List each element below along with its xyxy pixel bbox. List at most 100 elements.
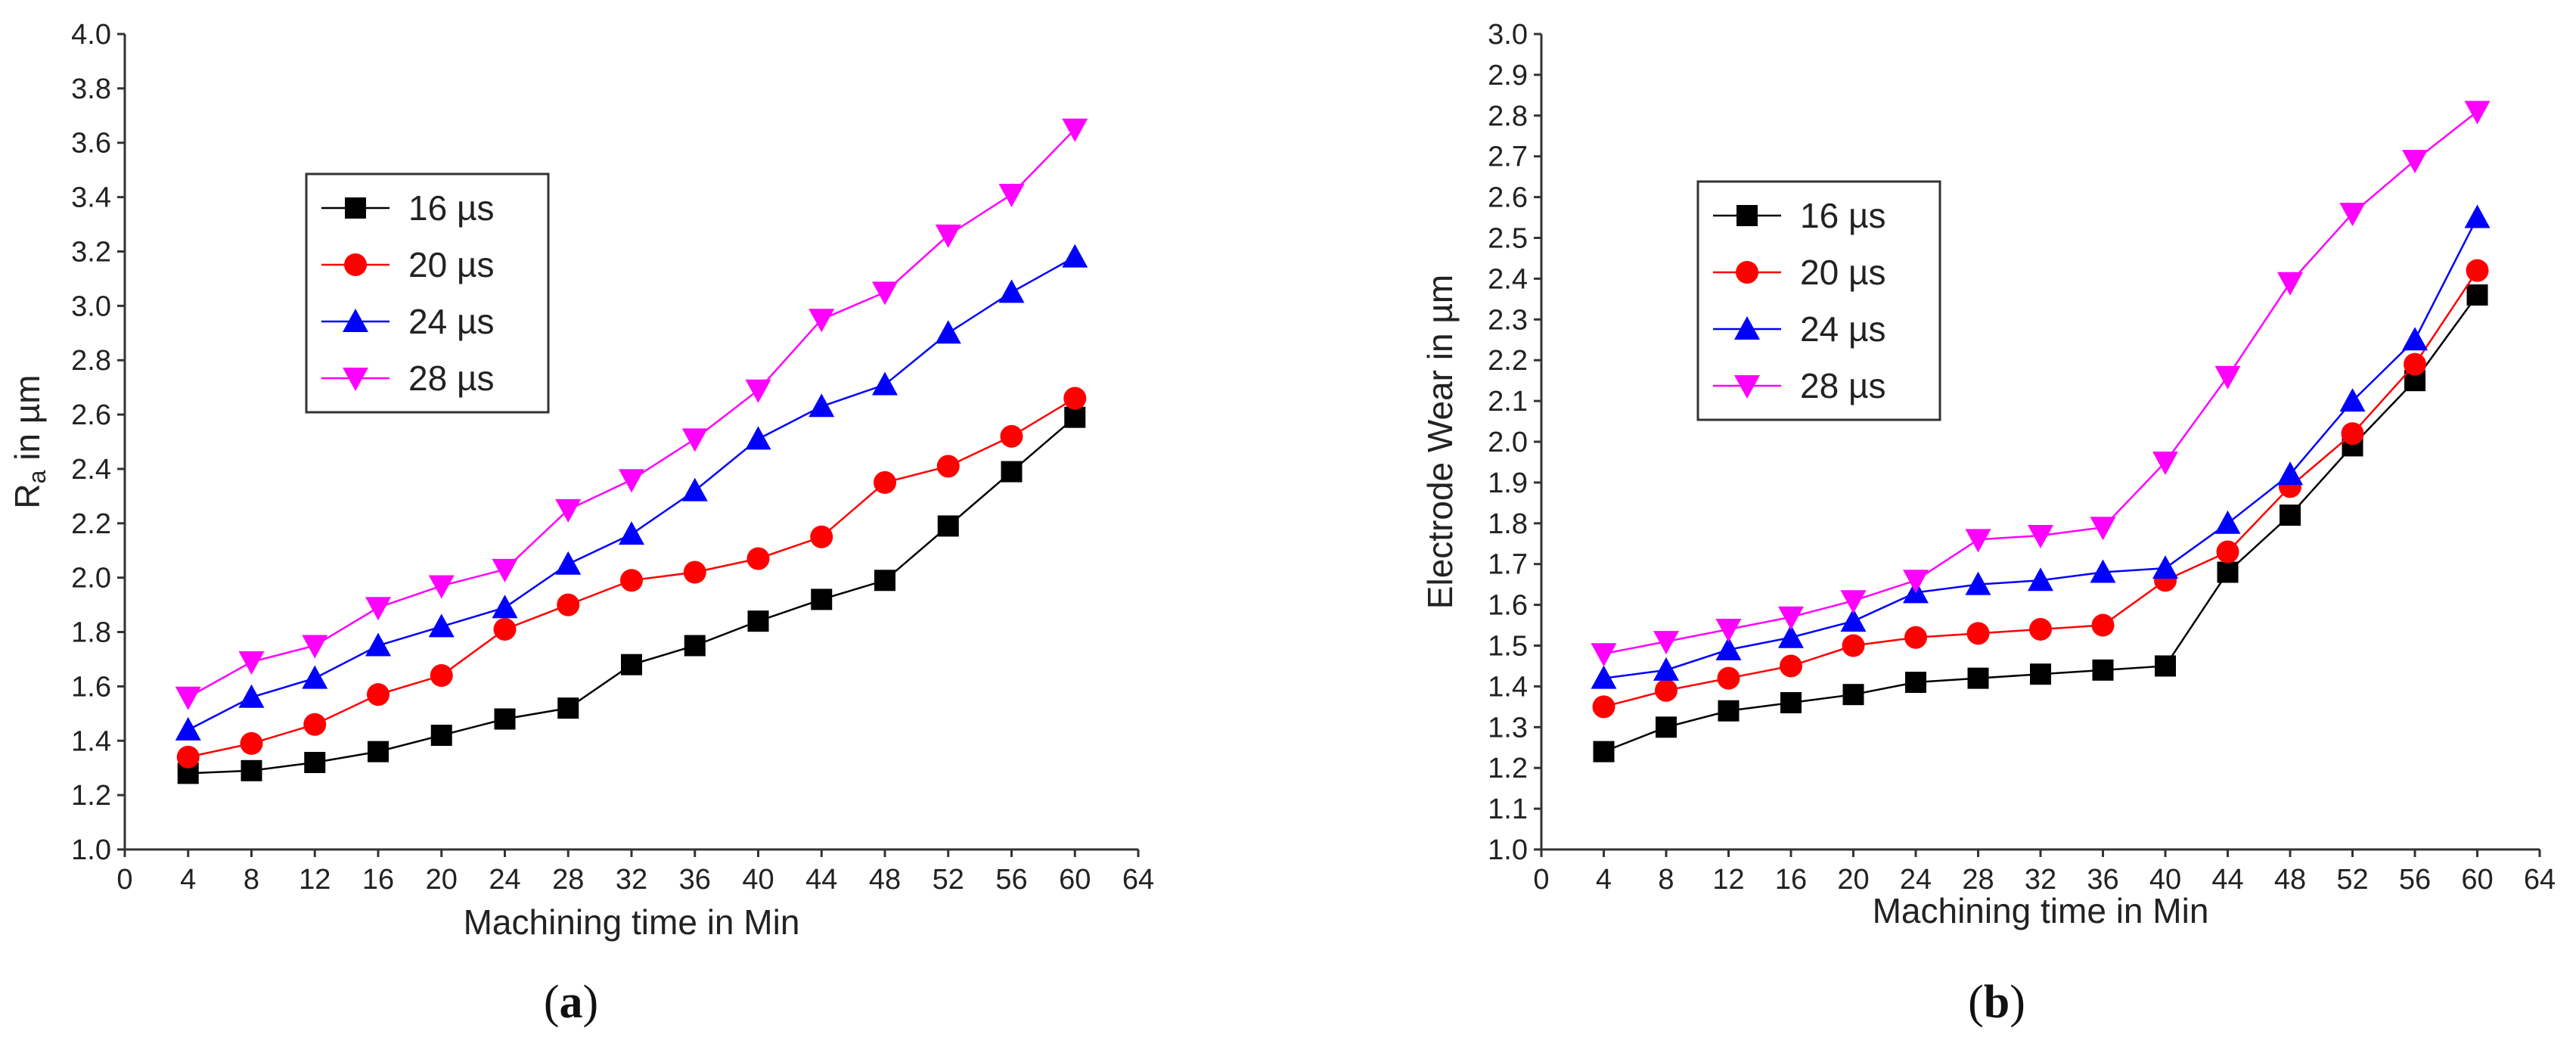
data-point-square — [2092, 659, 2114, 681]
x-tick-label: 64 — [2524, 864, 2556, 896]
data-point-triangle-up — [2090, 559, 2116, 583]
x-tick-label: 12 — [299, 864, 331, 896]
x-tick-label: 4 — [1596, 864, 1612, 896]
data-point-square — [1593, 741, 1615, 762]
y-tick-label: 1.1 — [1488, 793, 1528, 825]
data-point-circle — [1966, 622, 1990, 645]
legend-marker-circle — [1736, 261, 1758, 284]
y-tick-label: 3.0 — [71, 290, 111, 322]
data-point-square — [1656, 716, 1677, 738]
x-tick-label: 0 — [1533, 864, 1549, 896]
data-point-triangle-down — [2339, 203, 2366, 227]
data-point-circle — [2091, 613, 2115, 637]
data-point-triangle-down — [2464, 101, 2491, 125]
y-tick-label: 3.0 — [1488, 19, 1528, 51]
data-point-triangle-up — [1840, 608, 1867, 632]
x-tick-label: 48 — [2274, 864, 2306, 896]
data-point-circle — [2341, 422, 2364, 446]
data-point-circle — [2404, 352, 2426, 376]
x-tick-label: 24 — [1900, 864, 1932, 896]
data-point-square — [1718, 700, 1740, 722]
data-point-triangle-down — [619, 469, 644, 493]
data-point-triangle-down — [935, 224, 961, 248]
data-point-square — [874, 570, 895, 592]
data-point-square — [494, 708, 516, 730]
y-tick-label: 2.2 — [71, 508, 111, 540]
data-point-triangle-up — [681, 477, 708, 502]
data-point-triangle-up — [1653, 657, 1679, 681]
data-point-triangle-up — [745, 426, 771, 450]
panel-label-b: (b) — [1968, 977, 2025, 1028]
data-point-triangle-up — [1591, 665, 1617, 689]
data-point-square — [2466, 284, 2488, 306]
x-tick-label: 52 — [933, 864, 964, 896]
x-tick-label: 32 — [616, 864, 647, 896]
legend-label: 20 µs — [1800, 253, 1885, 292]
data-point-triangle-down — [555, 498, 582, 523]
x-tick-label: 16 — [362, 864, 394, 896]
legend-label: 16 µs — [1800, 196, 1885, 235]
legend-marker-square — [345, 197, 366, 219]
x-tick-label: 8 — [244, 864, 259, 896]
data-point-triangle-up — [2402, 327, 2428, 351]
y-tick-label: 2.0 — [1488, 427, 1528, 458]
x-tick-label: 0 — [116, 864, 132, 896]
x-tick-label: 20 — [426, 864, 458, 896]
x-tick-label: 36 — [679, 864, 711, 896]
data-point-triangle-down — [2028, 524, 2053, 548]
legend-marker-circle — [344, 253, 367, 276]
y-tick-label: 2.7 — [1488, 141, 1528, 173]
data-point-triangle-up — [428, 613, 455, 638]
x-tick-label: 40 — [2149, 864, 2181, 896]
y-axis-title-sub: a — [23, 470, 51, 483]
chart-panel-a: 0 4 8 12 16 20 24 28 32 36 40 44 48 52 56 60 641.01.21.4… — [8, 19, 1154, 942]
x-axis-title: Machining time in Min — [464, 902, 800, 942]
data-point-triangle-up — [1965, 571, 1991, 595]
data-point-circle — [1000, 424, 1023, 448]
data-point-triangle-down — [1715, 618, 1742, 642]
data-point-square — [1905, 672, 1926, 694]
data-point-triangle-down — [1778, 606, 1804, 630]
data-point-circle — [874, 470, 896, 494]
data-point-circle — [1655, 679, 1678, 702]
data-point-square — [2155, 655, 2176, 677]
y-axis-title-rest: in µm — [8, 374, 47, 470]
data-point-circle — [430, 664, 453, 688]
data-point-circle — [493, 617, 517, 641]
data-point-triangle-up — [1778, 624, 1804, 648]
x-tick-label: 60 — [1059, 864, 1091, 896]
y-tick-label: 1.7 — [1488, 549, 1528, 581]
data-point-circle — [1904, 626, 1927, 649]
data-point-square — [430, 725, 452, 747]
data-point-square — [621, 654, 642, 675]
y-tick-label: 1.0 — [1488, 834, 1528, 866]
y-axis-title: Electrode Wear in µm — [1420, 275, 1460, 609]
y-tick-label: 3.8 — [71, 73, 111, 105]
x-tick-label: 44 — [805, 864, 837, 896]
x-tick-label: 28 — [552, 864, 584, 896]
y-tick-label: 1.8 — [71, 617, 111, 649]
data-point-triangle-up — [2339, 388, 2366, 412]
y-tick-label: 1.8 — [1488, 508, 1528, 540]
x-tick-label: 36 — [2087, 864, 2118, 896]
x-tick-label: 12 — [1712, 864, 1744, 896]
legend-label: 16 µs — [408, 188, 494, 228]
data-point-circle — [1780, 654, 1802, 678]
data-point-circle — [620, 569, 643, 592]
x-tick-label: 16 — [1775, 864, 1807, 896]
y-axis-title-main: R — [8, 483, 47, 508]
data-point-circle — [303, 713, 327, 736]
data-point-circle — [2216, 540, 2239, 564]
legend-label: 28 µs — [1800, 366, 1885, 405]
y-tick-label: 2.3 — [1488, 304, 1528, 336]
data-point-triangle-up — [1062, 244, 1088, 268]
legend-marker-triangle-down — [1734, 375, 1760, 399]
legend-label: 28 µs — [408, 359, 494, 398]
data-point-triangle-down — [2090, 517, 2116, 541]
data-point-triangle-up — [619, 521, 644, 545]
y-tick-label: 2.8 — [1488, 101, 1528, 132]
data-point-square — [2217, 561, 2239, 583]
data-point-triangle-down — [1903, 570, 1929, 594]
legend-label: 20 µs — [408, 245, 494, 284]
y-tick-label: 2.6 — [1488, 182, 1528, 214]
